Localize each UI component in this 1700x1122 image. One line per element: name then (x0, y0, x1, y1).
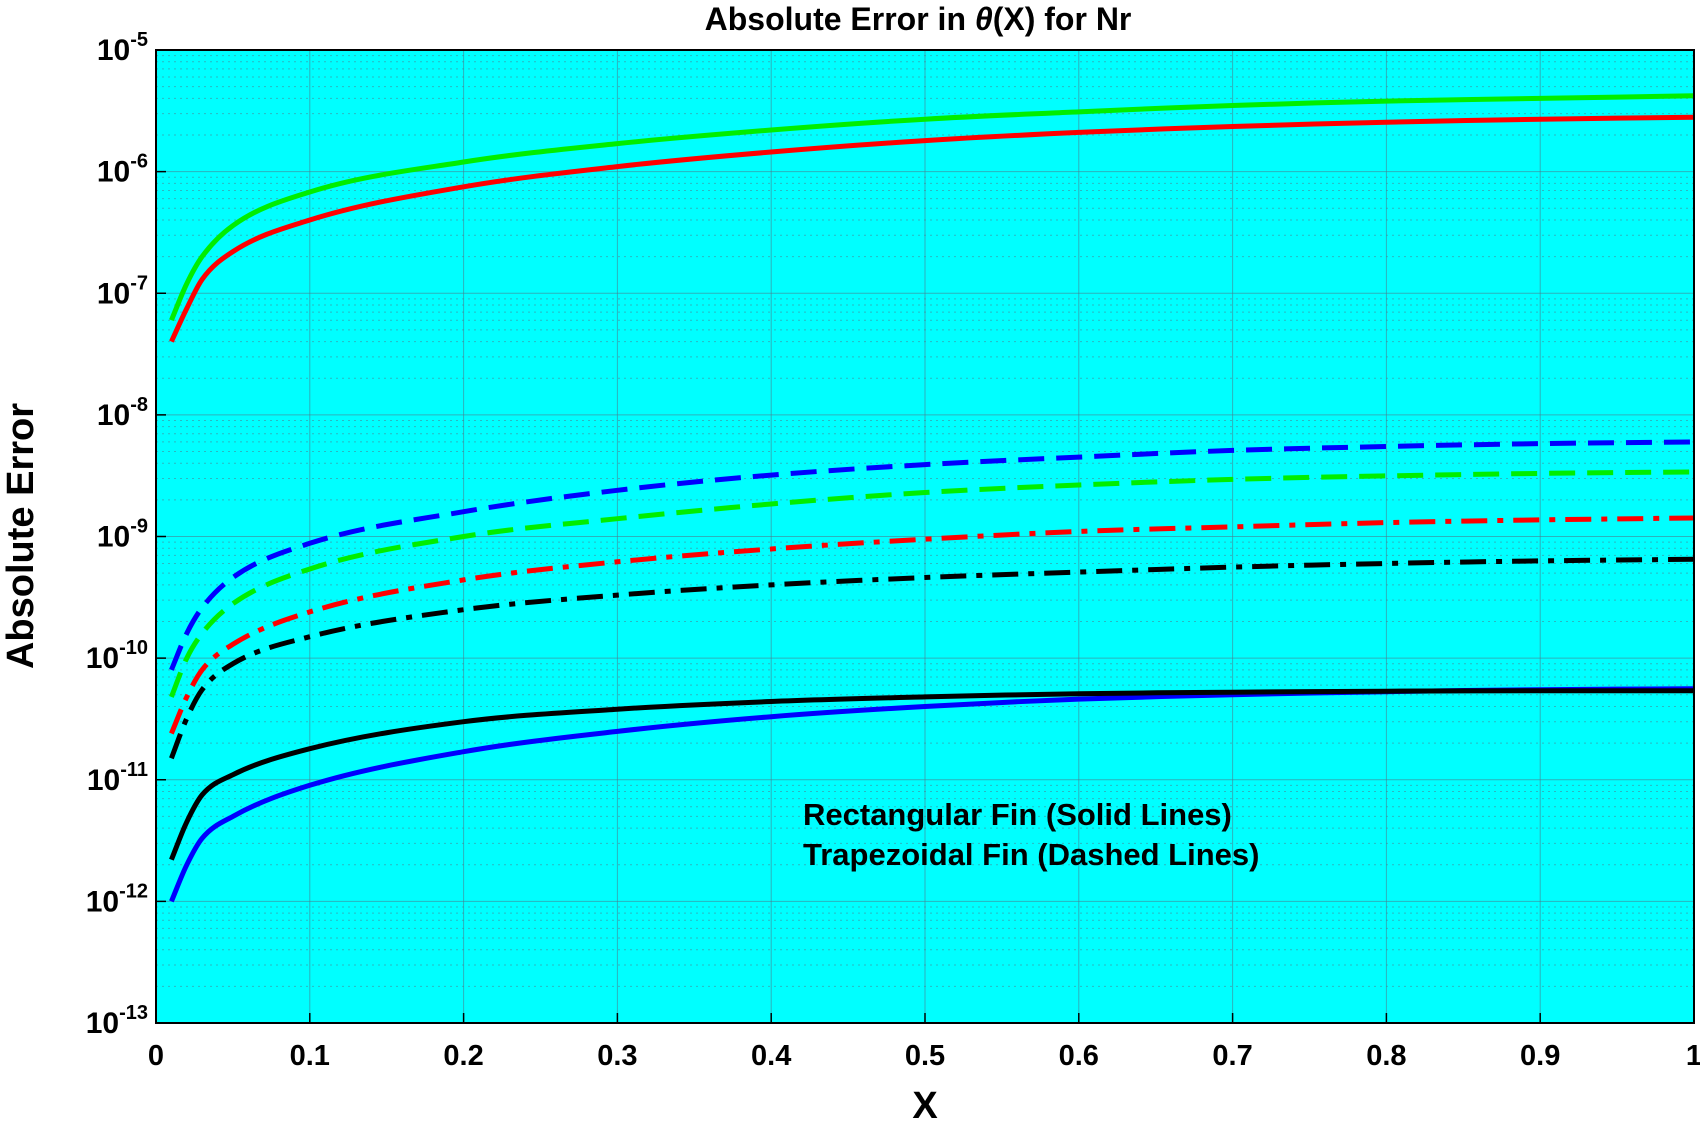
x-tick-label: 0 (148, 1040, 164, 1072)
y-tick-label: 10-5 (97, 29, 148, 67)
x-tick-label: 0.3 (597, 1040, 637, 1072)
y-tick-base: 10 (97, 156, 130, 189)
y-tick-exponent: -10 (119, 637, 148, 659)
y-axis-label: Absolute Error (0, 403, 42, 669)
y-tick-base: 10 (86, 885, 119, 918)
chart-title-suffix: (X) for Nr (993, 1, 1132, 37)
y-tick-base: 10 (97, 277, 130, 310)
x-tick-label: 0.2 (443, 1040, 483, 1072)
chart-title: Absolute Error in θ(X) for Nr (705, 1, 1132, 37)
x-tick-label: 0.7 (1212, 1040, 1252, 1072)
y-tick-label: 10-10 (86, 637, 148, 675)
series-group (169, 93, 1695, 903)
y-tick-label: 10-6 (97, 151, 148, 189)
y-tick-label: 10-7 (97, 272, 148, 310)
y-tick-base: 10 (87, 764, 120, 797)
y-tick-exponent: -11 (120, 759, 148, 781)
series-line-2 (169, 114, 1695, 343)
grid (156, 50, 1694, 1023)
x-axis-label: X (912, 1085, 938, 1122)
y-tick-exponent: -13 (119, 1002, 148, 1024)
y-tick-base: 10 (97, 34, 130, 67)
chart-title-symbol: θ (975, 1, 993, 37)
x-tick-label: 0.9 (1520, 1040, 1560, 1072)
y-tick-label: 10-12 (86, 880, 148, 918)
chart-title-prefix: Absolute Error in (705, 1, 975, 37)
series-line-5 (169, 515, 1695, 735)
y-tick-base: 10 (97, 399, 130, 432)
y-tick-exponent: -12 (119, 880, 148, 902)
y-tick-exponent: -9 (130, 516, 148, 538)
x-tick-label: 0.6 (1059, 1040, 1099, 1072)
y-tick-label: 10-11 (87, 759, 148, 797)
annotation-rectangular-fin: Rectangular Fin (Solid Lines) (803, 797, 1232, 832)
x-tick-label: 0.1 (290, 1040, 330, 1072)
y-tick-exponent: -6 (130, 151, 148, 173)
y-tick-base: 10 (97, 521, 130, 554)
y-tick-exponent: -7 (130, 272, 148, 294)
x-tick-label: 0.8 (1366, 1040, 1406, 1072)
x-tick-label: 1 (1686, 1040, 1700, 1072)
y-tick-base: 10 (86, 642, 119, 675)
x-tick-label: 0.5 (905, 1040, 945, 1072)
x-tick-labels: 0 0.1 0.2 0.3 0.4 0.5 0.6 0.7 0.8 0.9 1 (148, 1013, 1700, 1072)
series-line-6 (169, 556, 1695, 760)
y-tick-label: 10-8 (97, 394, 148, 432)
x-tick-label: 0.4 (751, 1040, 791, 1072)
series-line-3 (169, 439, 1695, 671)
y-tick-exponent: -5 (130, 29, 148, 51)
annotation-trapezoidal-fin: Trapezoidal Fin (Dashed Lines) (803, 837, 1259, 872)
y-tick-label: 10-9 (97, 516, 148, 554)
series-line-4 (169, 469, 1695, 698)
series-line-1 (169, 93, 1695, 322)
series-line-8 (169, 688, 1694, 861)
y-tick-base: 10 (86, 1007, 119, 1040)
y-tick-label: 10-13 (86, 1002, 148, 1040)
y-tick-exponent: -8 (130, 394, 148, 416)
